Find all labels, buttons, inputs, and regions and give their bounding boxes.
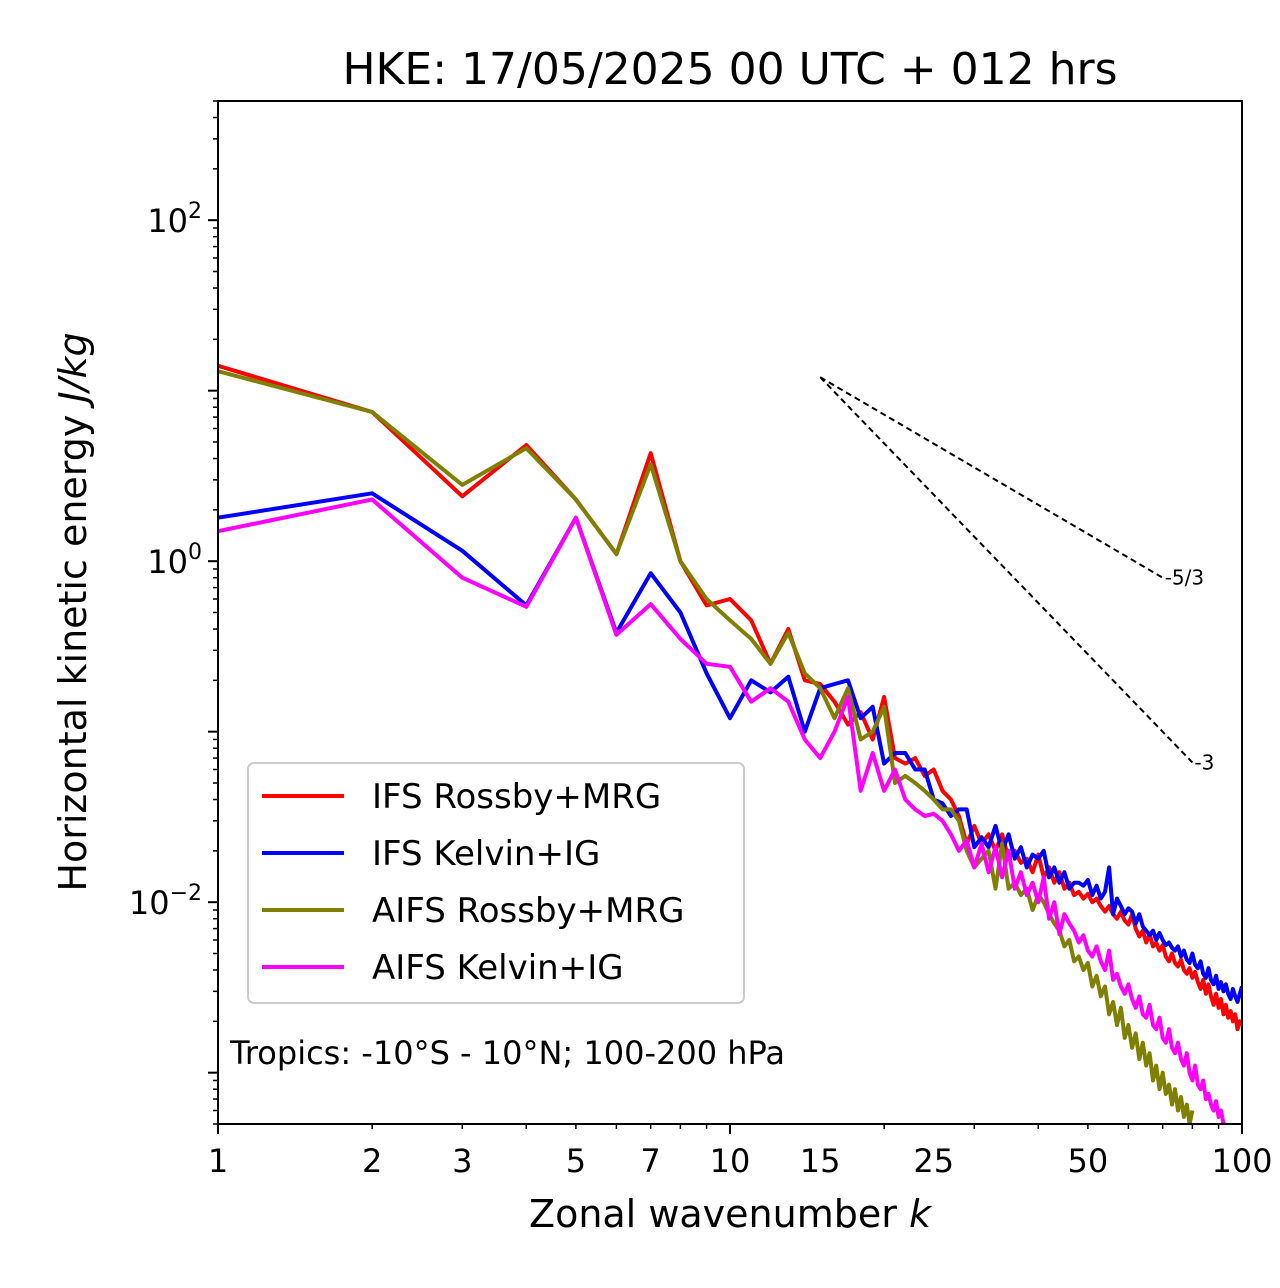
x-tick-label: 15 bbox=[800, 1142, 841, 1180]
x-tick-label: 100 bbox=[1211, 1142, 1272, 1180]
reference-slopes bbox=[819, 376, 1194, 764]
slope-label-1: -5/3 bbox=[1165, 566, 1204, 590]
legend-label-2: IFS Kelvin+IG bbox=[372, 834, 600, 874]
legend: IFS Rossby+MRG IFS Kelvin+IG AIFS Rossby+M… bbox=[247, 762, 745, 1004]
region-annotation: Tropics: -10°S - 10°N; 100-200 hPa bbox=[229, 1034, 785, 1072]
plot-frame bbox=[217, 100, 1243, 1125]
y-axis-label: Horizontal kinetic energy J/kg bbox=[51, 332, 95, 891]
x-tick-label: 25 bbox=[913, 1142, 954, 1180]
x-axis-ticks: 1 2 3 5 7 10 15 25 50 100 bbox=[208, 1124, 1273, 1180]
x-tick-label: 2 bbox=[362, 1142, 382, 1180]
legend-label-4: AIFS Kelvin+IG bbox=[372, 948, 624, 988]
y-tick-label: 10−2 bbox=[129, 881, 202, 922]
chart-title: HKE: 17/05/2025 00 UTC + 012 hrs bbox=[342, 44, 1117, 95]
x-tick-label: 10 bbox=[710, 1142, 751, 1180]
x-axis-label: Zonal wavenumber k bbox=[529, 1192, 933, 1236]
y-tick-label: 102 bbox=[147, 199, 202, 240]
x-tick-label: 1 bbox=[208, 1142, 228, 1180]
x-tick-label: 50 bbox=[1068, 1142, 1109, 1180]
x-tick-label: 7 bbox=[641, 1142, 661, 1180]
legend-label-1: IFS Rossby+MRG bbox=[372, 777, 661, 817]
series-line-2 bbox=[218, 491, 1242, 1004]
y-tick-label: 100 bbox=[147, 540, 202, 581]
series-line-4 bbox=[218, 497, 1226, 1124]
slope-label-2: -3 bbox=[1194, 750, 1214, 774]
x-tick-label: 3 bbox=[452, 1142, 472, 1180]
y-axis-ticks: 100 102 10−2 bbox=[129, 100, 218, 1125]
series-lines bbox=[218, 363, 1242, 1124]
legend-label-3: AIFS Rossby+MRG bbox=[372, 891, 684, 931]
legend-box bbox=[247, 762, 745, 1004]
slope-line-1 bbox=[819, 376, 1164, 579]
x-tick-label: 5 bbox=[566, 1142, 586, 1180]
